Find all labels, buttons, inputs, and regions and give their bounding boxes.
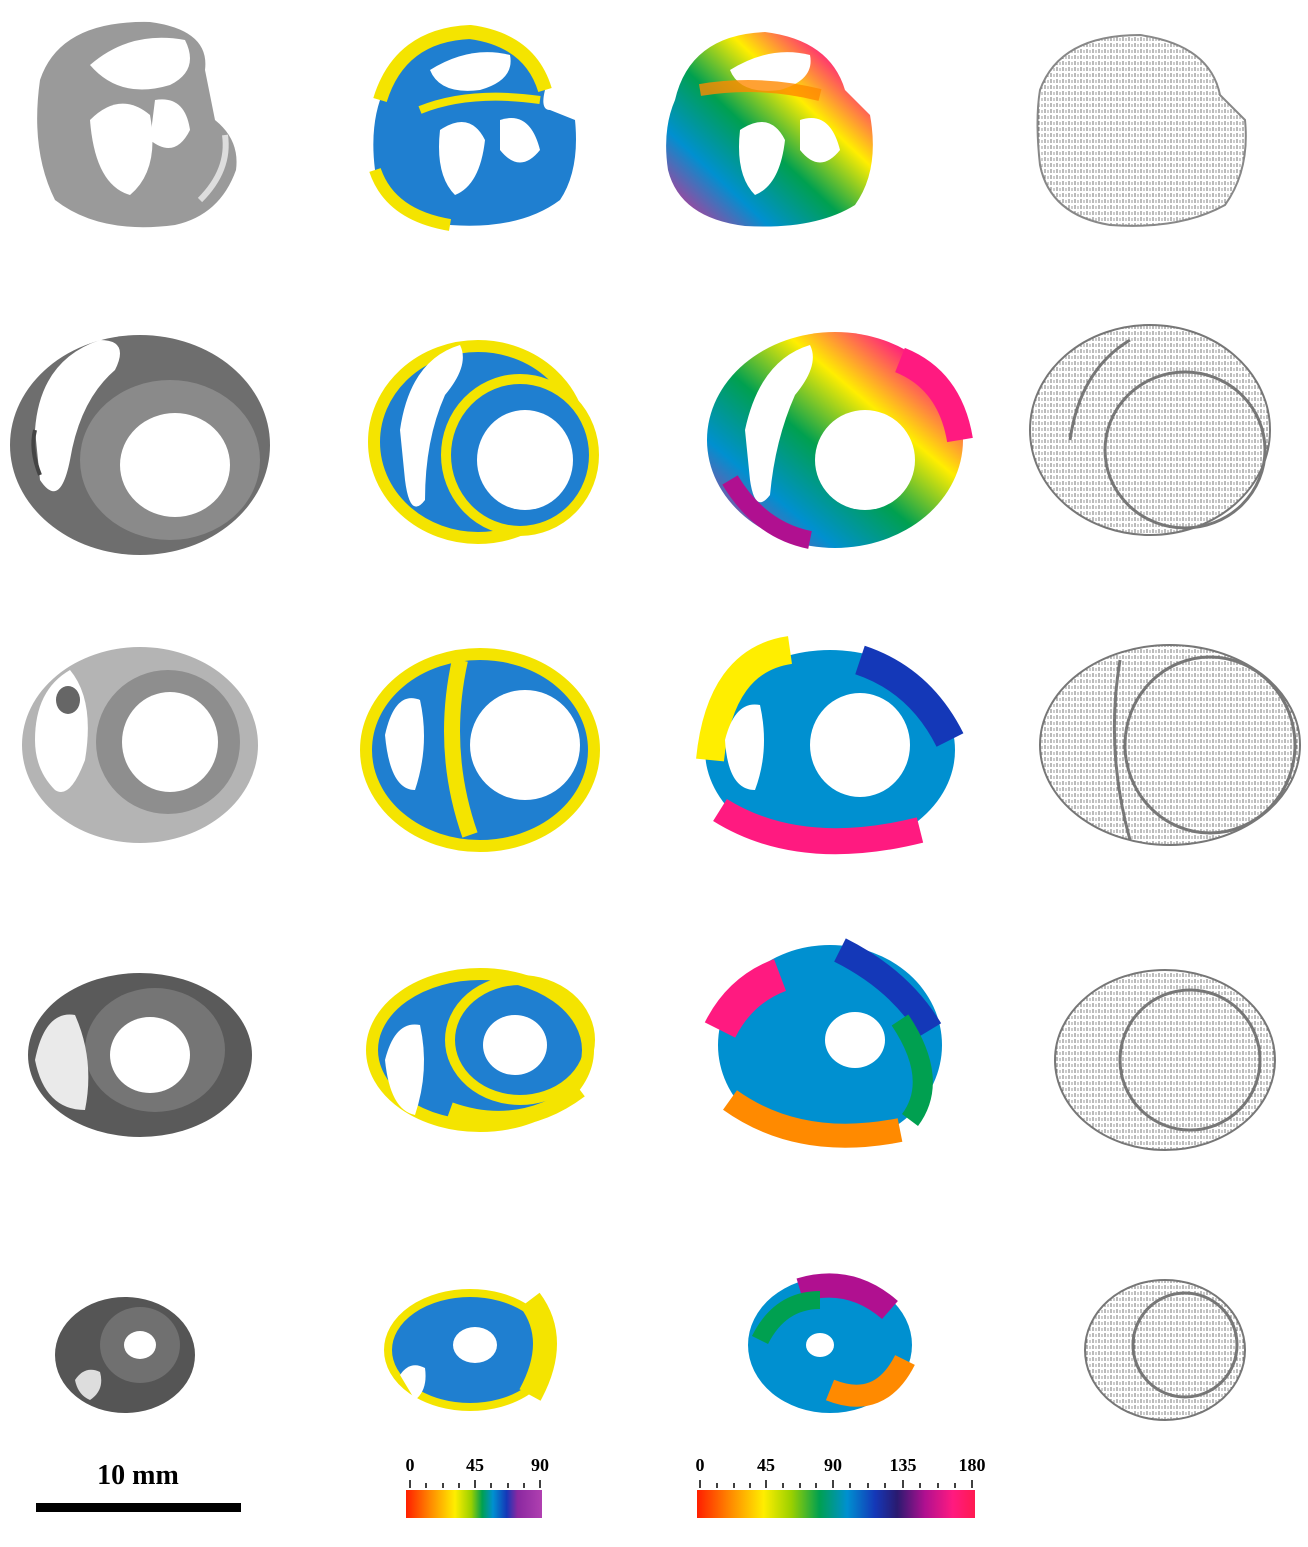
colorbar-inclination-ticks: [409, 1480, 541, 1488]
row-4: [28, 938, 1276, 1151]
colorbar-azimuth-bar: [697, 1490, 975, 1518]
row-3: [22, 636, 1301, 855]
row-1: [37, 21, 1247, 231]
colorbar-inclination-tick-0: 0: [406, 1455, 415, 1475]
intensity-slice-row-4: [28, 973, 252, 1137]
intensity-slice-row-1: [37, 21, 237, 228]
colorbar-azimuth-tick-3: 135: [890, 1455, 917, 1475]
vector-slice-row-4: [1054, 969, 1276, 1151]
inclination-slice-row-2: [368, 340, 599, 544]
inclination-slice-row-4: [366, 968, 595, 1132]
colorbar-azimuth-tick-1: 45: [757, 1455, 775, 1475]
colorbar-azimuth-ticks: [699, 1480, 973, 1488]
azimuth-slice-row-4: [704, 938, 942, 1148]
colorbar-inclination-bar: [406, 1490, 542, 1518]
vector-slice-row-1: [1036, 33, 1247, 227]
azimuth-slice-row-2: [707, 332, 973, 549]
intensity-slice-row-2: [10, 335, 270, 555]
colorbar-azimuth-tick-2: 90: [824, 1455, 842, 1475]
vector-slice-row-3: [1039, 644, 1301, 846]
azimuth-slice-row-3: [696, 636, 964, 855]
vector-slice-row-2: [1029, 324, 1271, 536]
colorbar-inclination: 0 45 90: [406, 1455, 549, 1518]
inclination-slice-row-5: [384, 1289, 557, 1411]
row-2: [10, 324, 1271, 555]
intensity-slice-row-3: [22, 647, 258, 843]
scale-bar: 10 mm: [36, 1460, 241, 1512]
scale-bar-label: 10 mm: [97, 1460, 179, 1491]
azimuth-slice-row-1: [666, 32, 873, 227]
colorbar-inclination-tick-2: 90: [531, 1455, 549, 1475]
colorbar-azimuth: 0 45 90 135 180: [696, 1455, 986, 1518]
colorbar-azimuth-tick-4: 180: [959, 1455, 986, 1475]
row-5: [55, 1273, 1246, 1421]
inclination-slice-row-1: [369, 24, 576, 231]
inclination-slice-row-3: [360, 648, 600, 852]
colorbar-inclination-tick-1: 45: [466, 1455, 484, 1475]
intensity-slice-row-5: [55, 1297, 195, 1413]
colorbar-azimuth-tick-0: 0: [696, 1455, 705, 1475]
scale-bar-line: [36, 1503, 241, 1512]
azimuth-slice-row-5: [748, 1273, 915, 1413]
vector-slice-row-5: [1084, 1279, 1246, 1421]
